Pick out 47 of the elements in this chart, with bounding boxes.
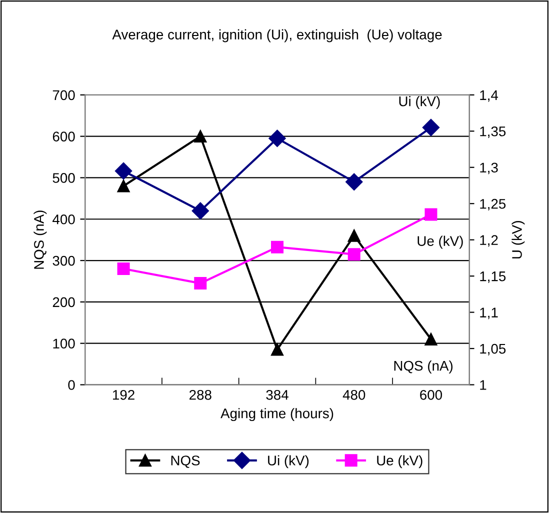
y-tick-label: 500 bbox=[52, 173, 75, 183]
point bbox=[348, 229, 360, 242]
y-tick-label: 200 bbox=[52, 297, 75, 308]
y2-tick-label: 1 bbox=[480, 380, 486, 390]
y-tick-label: 600 bbox=[52, 132, 75, 142]
point bbox=[117, 180, 130, 192]
point bbox=[270, 240, 284, 254]
x-axis-title: Aging time (hours) bbox=[220, 408, 334, 422]
legend-label: Ui (kV) bbox=[268, 455, 309, 468]
annotation: Ue (kV) bbox=[418, 236, 463, 249]
x-tick-label: 480 bbox=[342, 390, 366, 400]
annotation: NQS (nA) bbox=[394, 360, 453, 374]
y-tick-label: 400 bbox=[52, 214, 75, 224]
y-tick-label: 0 bbox=[68, 380, 75, 390]
point bbox=[194, 130, 207, 143]
y-tick-label: 700 bbox=[52, 90, 75, 100]
point bbox=[348, 248, 360, 261]
x-tick-label: 600 bbox=[420, 390, 442, 400]
x-tick-label: 192 bbox=[113, 390, 134, 400]
y2-tick-label: 1,15 bbox=[480, 272, 506, 283]
chart-title: Average current, ignition (Ui), extinguish (Ue) voltage bbox=[112, 29, 442, 42]
point bbox=[194, 277, 207, 290]
point bbox=[346, 173, 363, 190]
y2-tick-label: 1,4 bbox=[480, 90, 498, 102]
legend-label: NQS bbox=[171, 456, 200, 468]
y2-tick-label: 1,1 bbox=[480, 308, 498, 320]
y-tick-label: 100 bbox=[53, 338, 75, 349]
point bbox=[422, 118, 440, 136]
y2-axis-title: U (kV) bbox=[512, 221, 525, 258]
y2-tick-label: 1,35 bbox=[480, 126, 506, 138]
y2-tick-label: 1,25 bbox=[480, 198, 506, 210]
point bbox=[270, 343, 284, 356]
annotation: Ui (kV) bbox=[399, 96, 440, 109]
x-tick-label: 288 bbox=[190, 390, 212, 400]
x-tick-label: 384 bbox=[266, 390, 288, 400]
legend-label: Ue (kV) bbox=[377, 455, 422, 468]
point bbox=[114, 162, 132, 180]
y-axis-title: NQS (nA) bbox=[34, 210, 47, 269]
y2-tick-label: 1,05 bbox=[480, 344, 506, 356]
point bbox=[424, 208, 438, 221]
y2-tick-label: 1,2 bbox=[480, 235, 498, 247]
point bbox=[117, 262, 130, 276]
point bbox=[268, 130, 286, 147]
y-tick-label: 300 bbox=[52, 256, 75, 266]
point bbox=[192, 202, 209, 220]
point bbox=[424, 332, 438, 346]
y2-tick-label: 1,3 bbox=[480, 162, 498, 174]
